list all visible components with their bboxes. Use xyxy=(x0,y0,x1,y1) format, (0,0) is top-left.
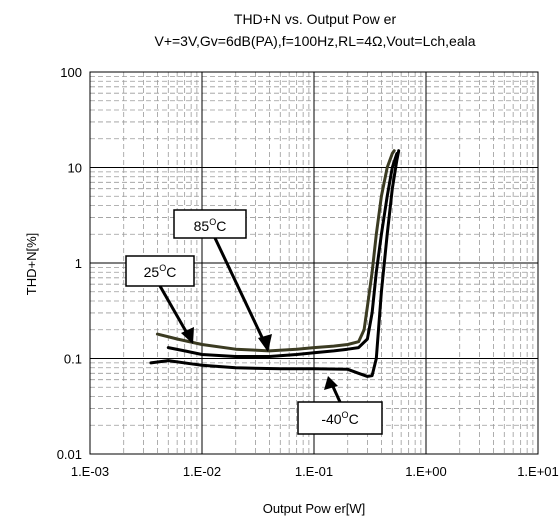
arrowhead-minus40C xyxy=(324,376,338,390)
plot-frame xyxy=(89,71,539,455)
annotation-25C: 25OC xyxy=(125,255,195,344)
annotation-box-85C xyxy=(173,209,247,239)
annotation-box-minus40C xyxy=(297,401,383,435)
arrowhead-85C xyxy=(258,334,272,352)
y-tick-label: 100 xyxy=(60,65,82,80)
y-tick-label: 0.01 xyxy=(57,447,82,462)
series-layer xyxy=(149,149,401,378)
chart-title: THD+N vs. Output Pow er xyxy=(234,11,397,27)
annotation-label-minus40C: -40OC xyxy=(321,410,358,427)
x-tick-label: 1.E+01 xyxy=(517,464,559,479)
arrowhead-25C xyxy=(181,327,194,344)
x-axis-ticks: 1.E-03 1.E-02 1.E-01 1.E+00 1.E+01 xyxy=(71,464,559,479)
x-tick-label: 1.E-02 xyxy=(183,464,221,479)
annotation-minus40C: -40OC xyxy=(297,376,383,435)
chart-subtitle: V+=3V,Gv=6dB(PA),f=100Hz,RL=4Ω,Vout=Lch,… xyxy=(154,33,475,49)
annotation-85C: 85OC xyxy=(173,209,272,352)
annotation-label-85C: 85OC xyxy=(194,217,227,234)
x-axis-label: Output Pow er[W] xyxy=(263,501,366,516)
y-tick-label: 10 xyxy=(68,161,82,176)
x-tick-label: 1.E+00 xyxy=(405,464,447,479)
y-tick-label: 1 xyxy=(75,256,82,271)
annotation-box-25C xyxy=(125,255,195,287)
series-line-85c xyxy=(155,149,396,353)
annotation-arrow-85C xyxy=(213,237,270,351)
series-line-25c xyxy=(166,152,399,358)
x-tick-label: 1.E-03 xyxy=(71,464,109,479)
y-tick-label: 0.1 xyxy=(64,352,82,367)
series-line--40c xyxy=(149,149,401,378)
x-tick-label: 1.E-01 xyxy=(295,464,333,479)
annotation-label-25C: 25OC xyxy=(144,263,177,280)
y-axis-label: THD+N[%] xyxy=(24,233,39,295)
y-axis-ticks: 0.01 0.1 1 10 100 xyxy=(57,65,82,462)
